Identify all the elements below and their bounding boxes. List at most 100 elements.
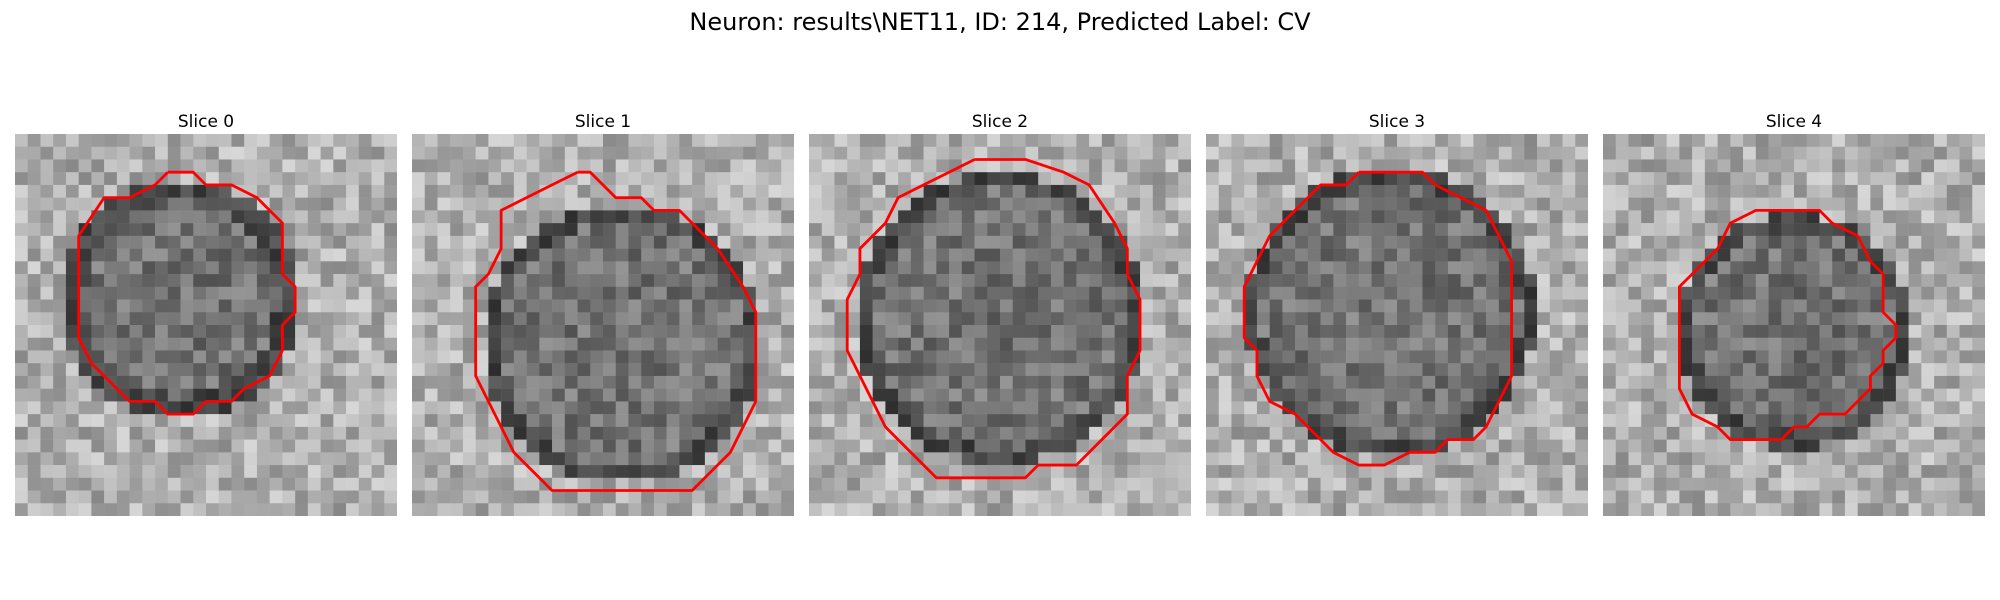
pixel: [974, 312, 988, 326]
pixel: [1447, 363, 1461, 377]
pixel: [768, 134, 782, 147]
pixel: [1101, 490, 1115, 504]
pixel: [218, 477, 232, 491]
pixel: [692, 490, 706, 504]
pixel: [193, 286, 207, 300]
pixel: [104, 337, 118, 351]
pixel: [155, 312, 169, 326]
pixel: [1038, 274, 1052, 288]
pixel: [1806, 452, 1820, 466]
pixel: [424, 299, 438, 313]
pixel: [628, 248, 642, 262]
pixel: [1895, 159, 1909, 173]
pixel: [666, 452, 680, 466]
pixel: [987, 299, 1001, 313]
pixel: [91, 134, 105, 147]
pixel: [1704, 503, 1718, 516]
pixel: [923, 223, 937, 237]
pixel: [155, 503, 169, 516]
pixel: [1524, 261, 1538, 275]
pixel: [15, 146, 28, 160]
pixel: [1921, 172, 1935, 186]
pixel: [1101, 299, 1115, 313]
pixel: [1140, 184, 1154, 198]
pixel: [78, 261, 92, 275]
pixel: [1537, 299, 1551, 313]
pixel: [781, 337, 794, 351]
pixel: [1806, 490, 1820, 504]
pixel: [320, 465, 334, 479]
pixel: [1409, 299, 1423, 313]
pixel: [1063, 375, 1077, 389]
pixel: [1409, 465, 1423, 479]
pixel: [1755, 350, 1769, 364]
pixel: [1498, 477, 1512, 491]
pixel: [1615, 426, 1629, 440]
pixel: [1641, 248, 1655, 262]
pixel: [885, 465, 899, 479]
pixel: [1972, 452, 1985, 466]
pixel: [1206, 197, 1219, 211]
pixel: [987, 414, 1001, 428]
pixel: [1012, 490, 1026, 504]
pixel: [104, 248, 118, 262]
pixel: [692, 503, 706, 516]
pixel: [244, 477, 258, 491]
pixel: [1409, 452, 1423, 466]
pixel: [949, 388, 963, 402]
pixel: [1063, 299, 1077, 313]
pixel: [1857, 299, 1871, 313]
pixel: [1908, 134, 1922, 147]
pixel: [1397, 274, 1410, 288]
pixel: [1603, 172, 1616, 186]
pixel: [628, 465, 642, 479]
pixel: [488, 146, 502, 160]
pixel: [1218, 503, 1232, 516]
pixel: [603, 274, 616, 288]
pixel: [1206, 159, 1219, 173]
pixel: [1231, 134, 1245, 147]
pixel: [346, 146, 360, 160]
pixel: [384, 439, 397, 453]
pixel: [1397, 299, 1410, 313]
pixel: [910, 197, 924, 211]
pixel: [1575, 388, 1588, 402]
pixel: [1704, 388, 1718, 402]
pixel: [1666, 274, 1680, 288]
pixel: [244, 172, 258, 186]
pixel: [1422, 134, 1436, 147]
pixel: [1679, 210, 1693, 224]
pixel: [615, 325, 629, 338]
pixel: [1089, 261, 1103, 275]
pixel: [1473, 363, 1487, 377]
pixel: [1127, 235, 1141, 249]
pixel: [1781, 210, 1795, 224]
pixel: [129, 248, 143, 262]
pixel: [384, 503, 397, 516]
pixel: [834, 375, 848, 389]
pixel: [333, 452, 347, 466]
pixel: [91, 159, 105, 173]
pixel: [1666, 172, 1680, 186]
pixel: [371, 465, 385, 479]
pixel: [1114, 184, 1128, 198]
pixel: [1486, 248, 1500, 262]
pixel: [78, 299, 92, 313]
pixel: [142, 172, 156, 186]
pixel: [1346, 261, 1360, 275]
pixel: [1768, 363, 1782, 377]
pixel: [256, 439, 270, 453]
pixel: [1384, 325, 1398, 338]
pixel: [859, 490, 873, 504]
pixel: [513, 439, 527, 453]
pixel: [104, 363, 118, 377]
pixel: [412, 465, 425, 479]
pixel: [1511, 503, 1525, 516]
pixel: [653, 477, 667, 491]
pixel: [501, 184, 515, 198]
pixel: [1460, 159, 1474, 173]
pixel: [552, 248, 566, 262]
pixel: [1114, 159, 1128, 173]
pixel: [590, 184, 604, 198]
pixel: [1743, 337, 1757, 351]
